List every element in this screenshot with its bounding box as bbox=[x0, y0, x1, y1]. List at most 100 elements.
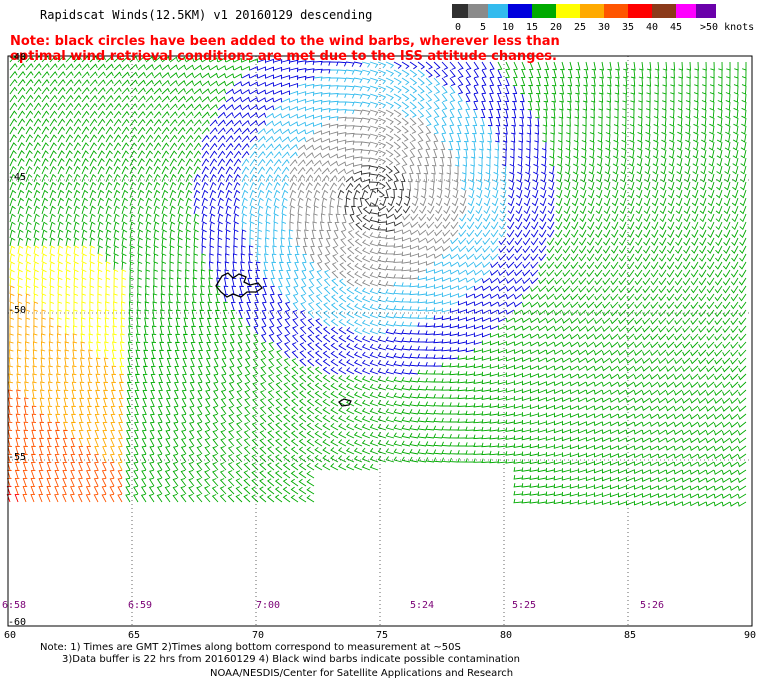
wind-barb bbox=[361, 335, 371, 343]
wind-barb bbox=[297, 182, 305, 191]
wind-barb bbox=[281, 120, 291, 127]
wind-barb bbox=[209, 205, 216, 215]
wind-barb bbox=[185, 245, 191, 255]
wind-barb bbox=[137, 95, 146, 103]
wind-barb bbox=[597, 141, 603, 151]
wind-barb bbox=[251, 462, 259, 471]
wind-barb bbox=[393, 149, 401, 158]
wind-barb bbox=[57, 126, 66, 135]
wind-barb bbox=[638, 85, 643, 95]
wind-barb bbox=[41, 165, 49, 175]
wind-barb bbox=[573, 149, 579, 159]
wind-barb bbox=[425, 369, 435, 375]
wind-barb bbox=[546, 269, 555, 277]
wind-barb bbox=[575, 69, 581, 79]
wind-barb bbox=[353, 183, 362, 191]
wind-barb bbox=[409, 109, 417, 118]
wind-barb bbox=[532, 165, 539, 175]
wind-barb bbox=[38, 445, 44, 455]
wind-barb bbox=[249, 181, 257, 191]
wind-barb bbox=[241, 150, 250, 159]
wind-barb bbox=[113, 245, 119, 255]
wind-barb bbox=[305, 189, 313, 199]
wind-barb bbox=[593, 468, 603, 474]
wind-barb bbox=[528, 77, 534, 87]
wind-barb bbox=[563, 213, 571, 223]
wind-barb bbox=[177, 166, 185, 175]
wind-barb bbox=[213, 365, 219, 375]
wind-barb bbox=[9, 102, 18, 111]
wind-barb bbox=[714, 293, 723, 302]
wind-barb bbox=[97, 269, 103, 279]
wind-barb bbox=[738, 317, 747, 326]
wind-barb bbox=[417, 237, 427, 243]
wind-barb bbox=[305, 76, 315, 81]
wind-barb bbox=[283, 422, 291, 431]
wind-barb bbox=[715, 197, 723, 207]
wind-barb bbox=[480, 109, 486, 119]
wind-barb bbox=[415, 173, 420, 183]
wind-barb bbox=[385, 157, 394, 166]
wind-barb bbox=[537, 396, 547, 402]
wind-barb bbox=[668, 149, 675, 159]
wind-barb bbox=[339, 270, 347, 279]
wind-barb bbox=[385, 312, 395, 319]
wind-barb bbox=[726, 61, 731, 71]
wind-barb bbox=[159, 325, 165, 335]
wind-barb bbox=[529, 380, 539, 386]
wind-barb bbox=[295, 245, 300, 255]
wind-barb bbox=[659, 213, 667, 223]
wind-barb bbox=[449, 370, 459, 376]
wind-barb bbox=[456, 125, 462, 135]
wind-barb bbox=[582, 109, 587, 119]
wind-barb bbox=[41, 245, 48, 255]
wind-barb bbox=[153, 158, 161, 167]
wind-barb bbox=[570, 245, 579, 254]
wind-barb bbox=[265, 237, 270, 247]
wind-barb bbox=[145, 158, 153, 167]
wind-barb bbox=[201, 80, 211, 87]
wind-barb bbox=[236, 381, 243, 391]
wind-barb bbox=[102, 413, 108, 423]
wind-barb bbox=[377, 85, 387, 93]
wind-barb bbox=[708, 149, 715, 159]
wind-barb bbox=[291, 334, 299, 343]
wind-barb bbox=[733, 69, 739, 79]
wind-barb bbox=[287, 245, 293, 255]
wind-barb bbox=[575, 77, 581, 87]
wind-barb bbox=[473, 277, 483, 284]
wind-barb bbox=[299, 326, 307, 335]
wind-barb bbox=[531, 197, 539, 207]
wind-barb bbox=[628, 165, 635, 175]
wind-barb bbox=[697, 437, 707, 444]
wind-barb bbox=[545, 349, 555, 355]
wind-barb bbox=[267, 470, 275, 479]
wind-barb bbox=[307, 302, 315, 311]
wind-barb bbox=[593, 445, 603, 450]
wind-barb bbox=[457, 85, 464, 95]
wind-barb bbox=[223, 285, 229, 295]
wind-barb bbox=[359, 197, 365, 207]
wind-barb bbox=[80, 341, 85, 351]
wind-barb bbox=[686, 77, 691, 87]
wind-barb bbox=[457, 418, 467, 423]
wind-barb bbox=[291, 358, 299, 367]
wind-barb bbox=[109, 469, 115, 479]
wind-barb bbox=[193, 103, 202, 111]
wind-barb bbox=[157, 405, 163, 415]
wind-barb bbox=[305, 129, 315, 135]
wind-barb bbox=[209, 166, 217, 175]
wind-barb bbox=[652, 141, 659, 151]
wind-barb bbox=[281, 221, 287, 231]
wind-barb bbox=[668, 189, 675, 199]
wind-barb bbox=[259, 414, 267, 423]
wind-barb bbox=[41, 221, 48, 231]
wind-barb bbox=[562, 277, 571, 285]
wind-barb bbox=[169, 197, 176, 207]
wind-barb bbox=[145, 103, 154, 111]
wind-barb bbox=[513, 301, 523, 308]
wind-barb bbox=[97, 293, 102, 303]
wind-barb bbox=[385, 234, 395, 240]
wind-barb bbox=[241, 181, 249, 191]
wind-barb bbox=[685, 133, 691, 143]
